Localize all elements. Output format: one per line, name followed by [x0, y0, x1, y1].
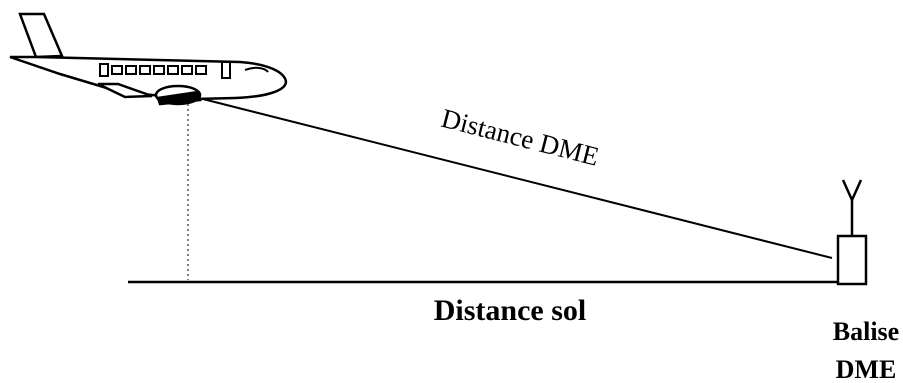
slant-distance-label: Distance DME — [438, 103, 602, 172]
beacon-label: DME — [836, 355, 897, 383]
beacon — [838, 180, 866, 284]
fuselage — [10, 57, 286, 99]
diagram: Distance DME Distance sol Balise DME — [0, 0, 903, 383]
beacon-label: Balise — [833, 317, 899, 346]
tail-fin — [20, 14, 62, 57]
airplane — [10, 14, 286, 104]
ground-distance-label: Distance sol — [434, 294, 587, 327]
